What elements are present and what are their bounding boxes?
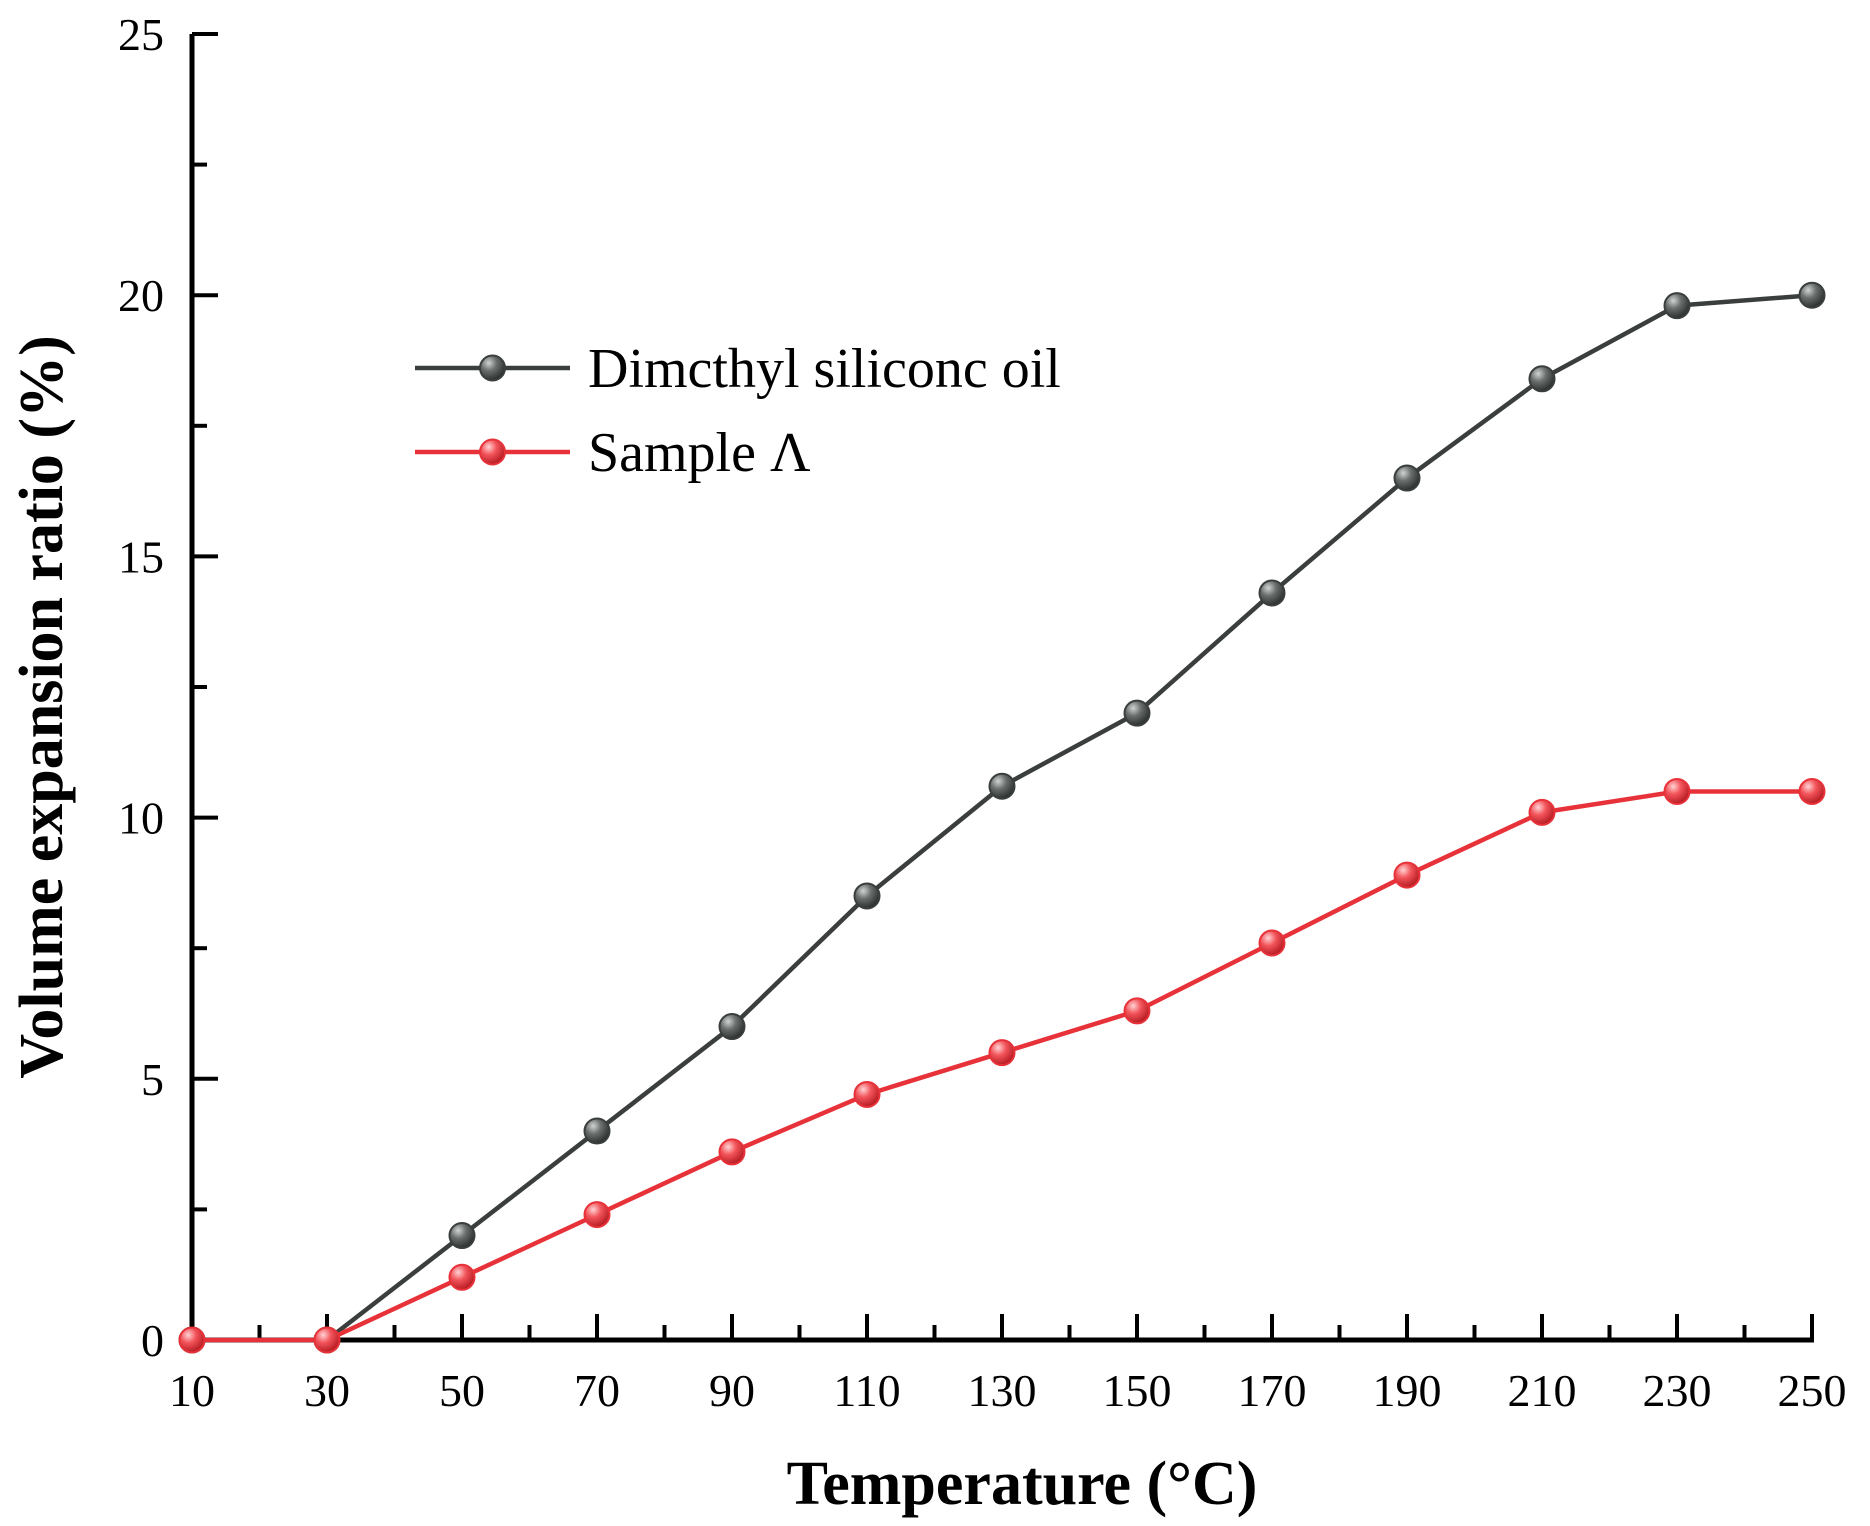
series-0: [178, 281, 1826, 1354]
x-tick-label: 70: [574, 1365, 620, 1416]
data-point: [1258, 579, 1286, 607]
legend-label: Sample Λ: [588, 422, 811, 484]
data-point: [1393, 861, 1421, 889]
data-point: [988, 1039, 1016, 1067]
data-point: [1123, 699, 1151, 727]
y-tick-label: 0: [141, 1315, 164, 1366]
y-tick-label: 20: [118, 270, 164, 321]
x-tick-label: 170: [1238, 1365, 1307, 1416]
data-point: [988, 772, 1016, 800]
data-point: [448, 1263, 476, 1291]
x-tick-label: 90: [709, 1365, 755, 1416]
data-point: [718, 1013, 746, 1041]
data-point: [1663, 777, 1691, 805]
y-tick-label: 25: [118, 9, 164, 60]
data-point: [1393, 464, 1421, 492]
data-point: [1123, 997, 1151, 1025]
data-point: [1258, 929, 1286, 957]
x-tick-label: 150: [1103, 1365, 1172, 1416]
x-tick-label: 210: [1508, 1365, 1577, 1416]
axes: 0 5 10 15 20 25 10 30 50 70 90 110 130 150 170 190 210 23…: [118, 9, 1847, 1416]
data-point: [583, 1201, 611, 1229]
legend-marker: [479, 354, 506, 382]
data-point: [313, 1326, 341, 1354]
y-tick-label: 10: [118, 793, 164, 844]
data-point: [853, 1080, 881, 1108]
x-tick-label: 130: [968, 1365, 1037, 1416]
legend: Dimcthyl siliconc oil Sample Λ: [415, 338, 1061, 484]
data-point: [1798, 281, 1826, 309]
legend-entry-0: Dimcthyl siliconc oil: [415, 338, 1061, 400]
x-tick-label: 10: [169, 1365, 215, 1416]
data-point: [718, 1138, 746, 1166]
legend-entry-1: Sample Λ: [415, 422, 811, 484]
y-tick-label: 5: [141, 1054, 164, 1105]
x-tick-label: 250: [1778, 1365, 1847, 1416]
data-point: [1798, 777, 1826, 805]
x-tick-label: 50: [439, 1365, 485, 1416]
data-point: [178, 1326, 206, 1354]
y-tick-label: 15: [118, 531, 164, 582]
legend-label: Dimcthyl siliconc oil: [588, 338, 1061, 400]
data-point: [1528, 798, 1556, 826]
x-tick-label: 190: [1373, 1365, 1442, 1416]
y-axis-title: Volume expansion ratio (%): [8, 335, 76, 1078]
data-point: [853, 882, 881, 910]
series-layer: [178, 281, 1826, 1354]
data-point: [583, 1117, 611, 1145]
x-tick-label: 110: [833, 1365, 900, 1416]
data-point: [448, 1222, 476, 1250]
x-tick-label: 30: [304, 1365, 350, 1416]
data-point: [1663, 292, 1691, 320]
data-point: [1528, 365, 1556, 393]
axis-titles: Temperature (°C) Volume expansion ratio (…: [8, 335, 1257, 1518]
series-1: [178, 777, 1826, 1354]
x-axis-title: Temperature (°C): [787, 1450, 1258, 1518]
legend-marker: [479, 438, 506, 466]
x-tick-label: 230: [1643, 1365, 1712, 1416]
